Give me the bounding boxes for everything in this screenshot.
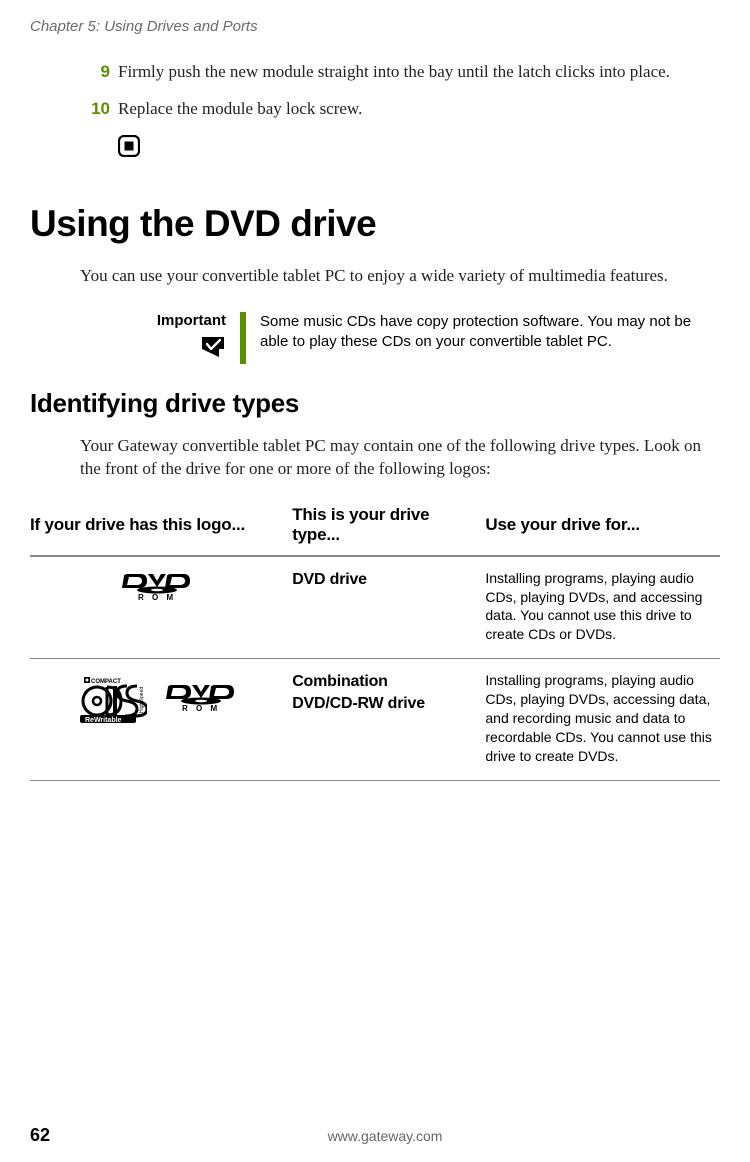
dvd-rom-logo-icon: R O M [30, 574, 284, 603]
cd-rw-logo-icon: COMPACT ReWritable Hig [77, 675, 147, 723]
important-accent-bar [240, 312, 246, 364]
drive-types-table: If your drive has this logo... This is y… [30, 499, 720, 781]
table-row: COMPACT ReWritable Hig [30, 659, 720, 780]
step-9: 9 Firmly push the new module straight in… [80, 61, 720, 84]
page-footer: 62 www.gateway.com [30, 1125, 720, 1146]
sub-intro-text: Your Gateway convertible tablet PC may c… [80, 435, 720, 481]
svg-text:High Speed: High Speed [139, 687, 145, 713]
drive-use: Installing programs, playing audio CDs, … [485, 659, 720, 780]
page-number: 62 [30, 1125, 50, 1146]
checkmark-flag-icon [200, 335, 226, 364]
logo-cell-combo: COMPACT ReWritable Hig [30, 659, 292, 780]
heading-2: Identifying drive types [30, 388, 720, 419]
step-10: 10 Replace the module bay lock screw. [80, 98, 720, 121]
intro-text: You can use your convertible tablet PC t… [80, 265, 720, 288]
th-use: Use your drive for... [485, 499, 720, 556]
svg-text:ReWritable: ReWritable [85, 717, 122, 723]
step-number: 10 [80, 98, 110, 121]
drive-type: Combination DVD/CD-RW drive [292, 659, 485, 780]
table-row: R O M DVD drive Installing programs, pla… [30, 556, 720, 659]
logo-cell-dvd: R O M [30, 556, 292, 659]
heading-1: Using the DVD drive [30, 203, 720, 245]
drive-use: Installing programs, playing audio CDs, … [485, 556, 720, 659]
step-text: Replace the module bay lock screw. [118, 98, 720, 121]
steps-block: 9 Firmly push the new module straight in… [30, 61, 720, 157]
end-of-procedure-icon [118, 135, 720, 157]
step-text: Firmly push the new module straight into… [118, 61, 720, 84]
drive-type: DVD drive [292, 556, 485, 659]
step-number: 9 [80, 61, 110, 84]
important-label: Important [120, 312, 226, 329]
th-logo: If your drive has this logo... [30, 499, 292, 556]
important-callout: Important Some music CDs have copy prote… [120, 312, 720, 364]
chapter-header: Chapter 5: Using Drives and Ports [30, 18, 720, 35]
dvd-rom-logo-icon: R O M [165, 684, 237, 715]
svg-text:COMPACT: COMPACT [91, 679, 121, 685]
important-text: Some music CDs have copy protection soft… [260, 312, 720, 353]
footer-url: www.gateway.com [50, 1128, 720, 1144]
th-type: This is your drive type... [292, 499, 485, 556]
table-header-row: If your drive has this logo... This is y… [30, 499, 720, 556]
